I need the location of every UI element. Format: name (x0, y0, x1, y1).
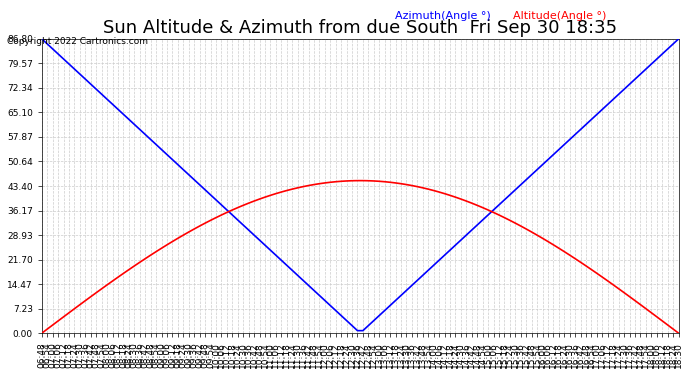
Legend: Azimuth(Angle °), Altitude(Angle °): Azimuth(Angle °), Altitude(Angle °) (390, 6, 611, 25)
Text: Copyright 2022 Cartronics.com: Copyright 2022 Cartronics.com (7, 38, 148, 46)
Title: Sun Altitude & Azimuth from due South  Fri Sep 30 18:35: Sun Altitude & Azimuth from due South Fr… (103, 20, 618, 38)
